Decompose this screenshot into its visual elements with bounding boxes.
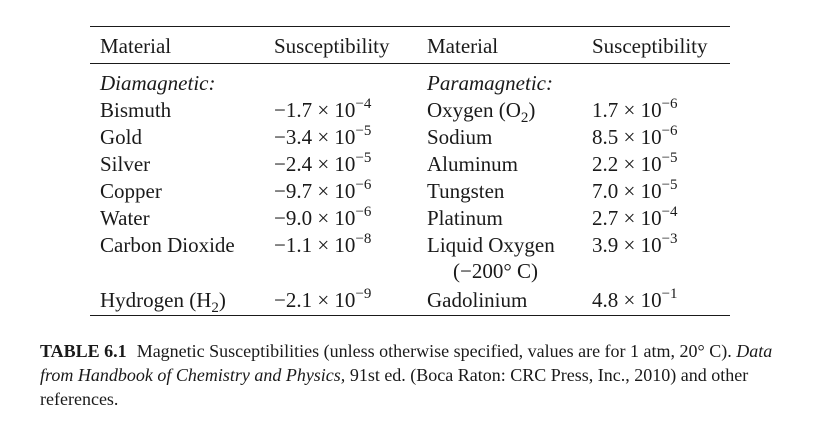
table-row-susceptibility-right: 2.7 × 10−4 [592,204,678,231]
caption-text-end: 91st ed. (Boca Raton: CRC Press, Inc., 2… [40,365,749,409]
table-row-material-left: Carbon Dioxide [100,233,235,257]
table-row-susceptibility-left: −1.1 × 10−8 [274,231,372,258]
caption-source: Data from Handbook of Chemistry and Phys… [40,341,773,385]
table-row-material-left: Hydrogen (H2) [100,288,226,316]
header-material-right: Material [427,34,499,58]
table-row-material-right: Gadolinium [427,288,528,312]
header-material-left: Material [100,34,172,58]
table-row-material-right: Platinum [427,206,503,230]
table-row-material-left: Copper [100,179,162,203]
table-row-material-left: Silver [100,152,151,176]
caption-label: TABLE 6.1 [40,341,127,361]
table-row-material-left: Bismuth [100,98,172,122]
table-header-rule [90,63,730,64]
table-caption: TABLE 6.1 Magnetic Susceptibilities (unle… [40,339,800,411]
group-label-diamagnetic: Diamagnetic: [100,71,216,95]
table-top-rule [90,26,730,27]
table-row-material-left: Water [100,206,150,230]
table-row-susceptibility-right: 4.8 × 10−1 [592,286,678,313]
table-row-material-right: Tungsten [427,179,505,203]
table-row-susceptibility-right: 8.5 × 10−6 [592,123,678,150]
table-row-susceptibility-right: 1.7 × 10−6 [592,96,678,123]
table-row-susceptibility-right: 3.9 × 10−3 [592,231,678,258]
table-row-susceptibility-left: −9.0 × 10−6 [274,204,372,231]
table-row-susceptibility-left: −3.4 × 10−5 [274,123,372,150]
table-row-susceptibility-left: −2.4 × 10−5 [274,150,372,177]
table-row-susceptibility-left: −9.7 × 10−6 [274,177,372,204]
table-row-susceptibility-left: −1.7 × 10−4 [274,96,372,123]
caption-text: Magnetic Susceptibilities (unless otherw… [136,341,737,361]
table-row-susceptibility-right: 7.0 × 10−5 [592,177,678,204]
table-row-material-right: Aluminum [427,152,519,176]
table-row-material-left: Gold [100,125,142,149]
table-row-material-right: Sodium [427,125,493,149]
table-row-susceptibility-left: −2.1 × 10−9 [274,286,372,313]
table-row-material-right: Liquid Oxygen [427,233,555,257]
header-susceptibility-right: Susceptibility [592,34,708,58]
table-row-susceptibility-right: 2.2 × 10−5 [592,150,678,177]
header-susceptibility-left: Susceptibility [274,34,390,58]
table-bottom-rule [90,315,730,316]
group-label-paramagnetic: Paramagnetic: [427,71,553,95]
table-row-material-right: Oxygen (O2) [427,98,536,126]
table-row-material-right-note: (−200° C) [453,259,538,283]
